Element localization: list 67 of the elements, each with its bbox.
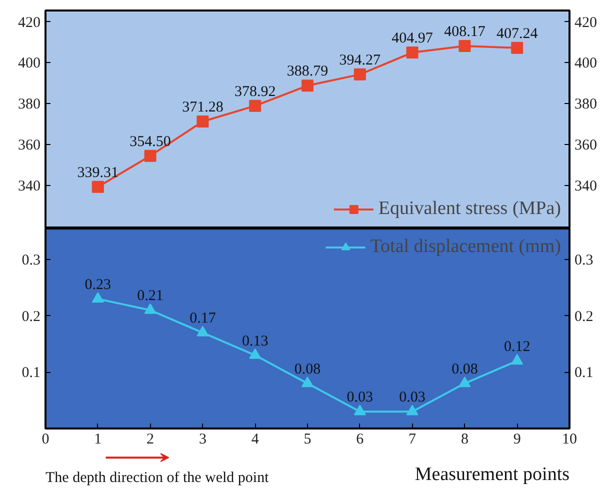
- point: [458, 376, 471, 388]
- point: [144, 150, 156, 162]
- point: [354, 68, 366, 80]
- data-label: 404.97: [392, 30, 434, 47]
- y2-tick-label: 0.2: [574, 308, 594, 325]
- y-tick-label: 400: [18, 56, 40, 72]
- y2-tick-label: 0.1: [574, 365, 594, 382]
- point: [406, 404, 418, 416]
- data-label: 0.12: [504, 338, 530, 355]
- point: [302, 376, 314, 388]
- x-axis-title: Measurement points: [414, 464, 570, 485]
- data-label: 378.92: [234, 84, 276, 100]
- data-label: 0.21: [137, 288, 164, 304]
- data-label: 0.23: [84, 276, 112, 293]
- y2-tick-label: 400: [574, 56, 597, 72]
- data-label: 339.31: [77, 164, 119, 181]
- y-tick-label: 420: [18, 14, 40, 31]
- data-label: 371.28: [182, 99, 224, 116]
- point: [92, 180, 104, 193]
- point: [196, 115, 209, 128]
- point: [458, 40, 471, 52]
- point: [249, 348, 262, 359]
- x-tick-label: 6: [356, 432, 364, 448]
- point: [144, 303, 156, 314]
- data-label: 354.50: [130, 134, 171, 150]
- point: [302, 80, 314, 92]
- x-tick-label: 3: [198, 432, 206, 448]
- data-label: 407.24: [496, 26, 538, 42]
- y2-tick-label: 380: [574, 96, 597, 113]
- x-tick-label: 0: [42, 432, 50, 448]
- x-tick-label: 2: [146, 432, 154, 448]
- point: [196, 326, 209, 336]
- legend-label: Equivalent stress (MPa): [378, 198, 561, 220]
- x-tick-label: 8: [460, 432, 468, 448]
- y2-tick-label: 360: [574, 138, 597, 154]
- data-label: 0.17: [190, 310, 216, 327]
- y2-tick-label: 420: [574, 14, 597, 31]
- x-tick-label: 4: [251, 432, 260, 448]
- y-tick-label: 0.2: [22, 308, 40, 325]
- data-label: 0.08: [452, 361, 478, 378]
- y-tick-label: 0.1: [22, 365, 40, 382]
- y2-tick-label: 340: [574, 178, 597, 195]
- y-tick-label: 360: [18, 138, 40, 154]
- x-tick-label: 9: [513, 432, 521, 448]
- data-label: 0.08: [294, 361, 321, 378]
- point: [92, 292, 104, 303]
- x-tick-label: 7: [408, 432, 417, 448]
- y-tick-label: 380: [18, 96, 40, 113]
- data-label: 0.13: [242, 333, 268, 350]
- data-label: 0.03: [346, 390, 374, 406]
- point: [406, 46, 418, 59]
- data-label: 0.03: [399, 390, 426, 406]
- x-tick-label: 1: [94, 432, 102, 448]
- point: [249, 100, 262, 112]
- x-tick-label: 10: [562, 432, 577, 448]
- data-label: 408.17: [444, 24, 486, 40]
- y2-tick-label: 0.3: [574, 252, 594, 268]
- legend-label: Total displacement (mm): [370, 236, 561, 258]
- y-tick-label: 0.3: [22, 252, 40, 268]
- point: [511, 42, 524, 54]
- y-tick-label: 340: [18, 178, 40, 195]
- data-label: 394.27: [339, 52, 382, 68]
- point: [354, 404, 366, 416]
- x-tick-label: 5: [304, 432, 312, 448]
- data-label: 388.79: [286, 64, 328, 80]
- text: The depth direction of the weld point: [46, 470, 270, 486]
- point: [511, 354, 524, 365]
